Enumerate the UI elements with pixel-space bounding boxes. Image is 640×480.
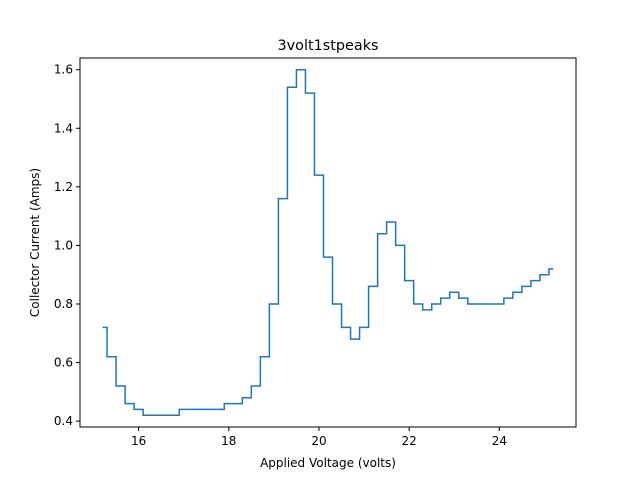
y-tick-label: 0.8 — [54, 297, 73, 311]
x-tick-label: 22 — [402, 434, 417, 448]
y-tick-label: 0.6 — [54, 356, 73, 370]
x-axis-ticks: 16 18 20 22 24 — [131, 427, 507, 448]
y-tick-label: 1.0 — [54, 238, 73, 252]
y-axis-label: Collector Current (Amps) — [28, 168, 42, 317]
plot-area — [102, 68, 554, 417]
x-tick-label: 20 — [311, 434, 326, 448]
series-line-1 — [102, 68, 554, 417]
axes-frame — [79, 57, 577, 428]
y-tick-label: 0.4 — [54, 414, 73, 428]
x-tick-label: 24 — [492, 434, 507, 448]
chart-title: 3volt1stpeaks — [277, 38, 378, 54]
x-tick-label: 18 — [221, 434, 236, 448]
x-axis-label: Applied Voltage (volts) — [260, 456, 396, 470]
x-tick-label: 16 — [131, 434, 146, 448]
y-axis-ticks: 0.4 0.6 0.8 1.0 1.2 1.4 1.6 — [54, 63, 80, 428]
y-tick-label: 1.2 — [54, 180, 73, 194]
y-tick-label: 1.6 — [54, 63, 73, 77]
y-tick-label: 1.4 — [54, 121, 73, 135]
